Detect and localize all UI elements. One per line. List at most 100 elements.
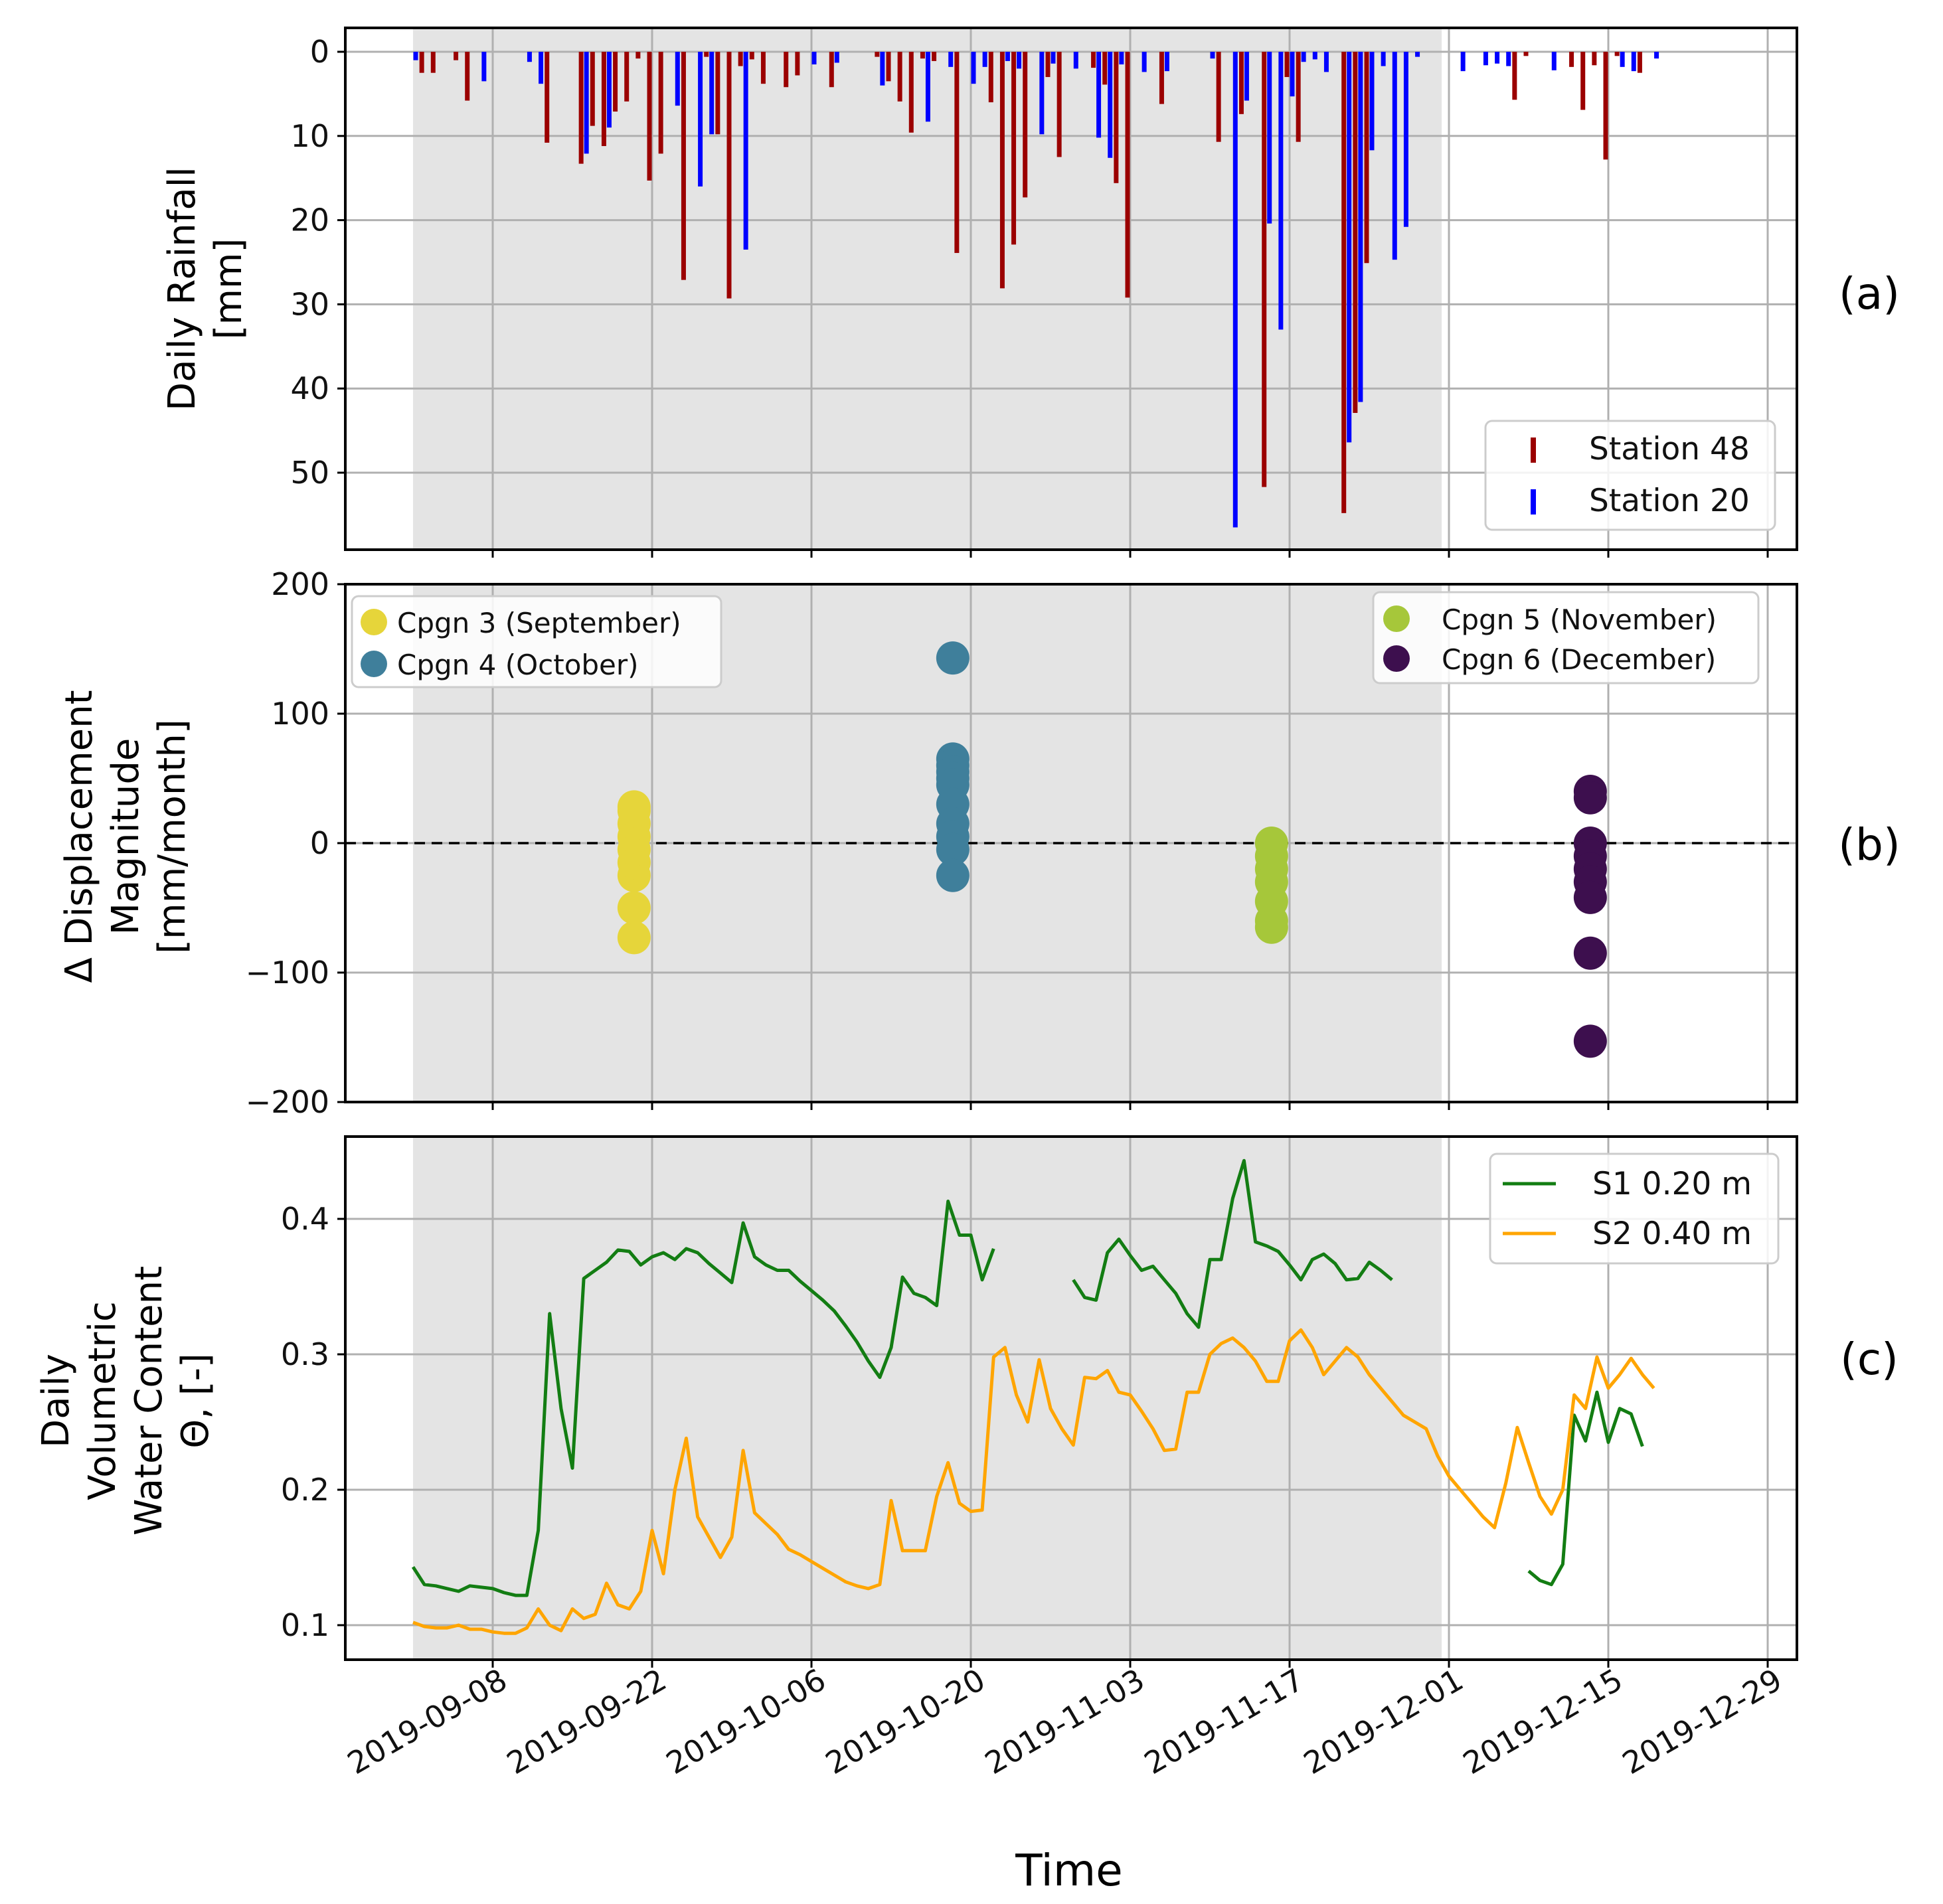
legend-swatch-station-20 (1531, 489, 1536, 515)
rain-bar-s20-16 (982, 52, 987, 67)
rain-bar-s20-41 (1403, 52, 1408, 227)
cpgn-3-point-1 (617, 891, 651, 925)
rain-bar-s20-49 (1631, 52, 1636, 72)
x-tick-labels: 2019-09-082019-09-222019-10-062019-10-20… (341, 1662, 1788, 1781)
y-tick-label-b-0: 200 (271, 566, 329, 602)
rain-bar-s20-29 (1244, 52, 1249, 101)
legend-marker-cpgn-6 (1383, 645, 1410, 672)
rain-bar-s20-21 (1073, 52, 1078, 69)
y-tick-label-a-4: 40 (290, 370, 329, 406)
rainfall-legend: Station 48 Station 20 (1484, 420, 1776, 531)
rain-bar-s20-4 (584, 52, 589, 154)
rain-bar-s20-37 (1358, 52, 1363, 402)
rain-bar-s20-33 (1301, 52, 1306, 62)
s1-series-line (411, 1158, 1644, 1597)
rain-bar-s20-24 (1119, 52, 1124, 65)
rain-bar-s48-43 (1262, 52, 1267, 487)
rain-bar-s48-44 (1284, 52, 1290, 78)
panel-tag-b: (b) (1838, 819, 1900, 870)
displacement-y-ticks: 200 100 0 −100 −200 (246, 566, 345, 1120)
legend-marker-cpgn-3 (361, 609, 387, 635)
water-content-legend-box (1489, 1152, 1780, 1265)
rain-bar-s20-38 (1369, 52, 1375, 151)
rain-bar-s48-38 (1114, 52, 1119, 183)
cpgn-6-point-6 (1573, 880, 1607, 914)
legend-label-s2: S2 0.40 m (1592, 1216, 1752, 1252)
rain-bar-s20-17 (1005, 52, 1010, 61)
legend-label-station-48: Station 48 (1589, 431, 1750, 467)
rain-bar-s48-22 (829, 52, 834, 88)
rain-bar-s20-48 (1620, 52, 1625, 67)
rain-bar-s48-39 (1125, 52, 1130, 298)
rain-bar-s48-32 (1011, 52, 1017, 245)
displacement-y-label-line2: Magnitude (104, 738, 147, 935)
rain-bar-s20-10 (811, 52, 817, 65)
rain-bar-s20-47 (1551, 52, 1557, 70)
legend-label-cpgn-5: Cpgn 5 (November) (1442, 603, 1717, 636)
rain-bar-s48-23 (875, 52, 880, 57)
y-tick-label-a-3: 30 (290, 286, 329, 322)
rain-bar-s48-34 (1045, 52, 1051, 78)
legend-marker-cpgn-4 (361, 651, 387, 677)
legend-label-cpgn-6: Cpgn 6 (December) (1442, 643, 1716, 676)
rain-bar-s48-56 (1637, 52, 1642, 73)
rain-bar-s48-18 (749, 52, 754, 60)
rainfall-y-ticks: 0 10 20 30 40 50 (290, 34, 345, 491)
rain-bar-s48-20 (784, 52, 789, 88)
y-tick-label-c-2: 0.2 (281, 1472, 329, 1508)
y-tick-label-a-0: 0 (310, 34, 329, 70)
rain-bar-s48-46 (1341, 52, 1347, 513)
rain-bar-s48-16 (726, 52, 732, 299)
rain-bar-s48-19 (760, 52, 766, 84)
rain-bar-s20-7 (698, 52, 703, 187)
cpgn-6-point-7 (1573, 936, 1607, 970)
y-tick-label-b-4: −200 (246, 1084, 329, 1120)
rainfall-y-label-line1: Daily Rainfall (161, 167, 204, 411)
rain-bar-s20-44 (1483, 52, 1488, 66)
rain-bar-s48-35 (1056, 52, 1062, 157)
rain-bar-s48-27 (920, 52, 925, 59)
cpgn-3-point-0 (617, 921, 651, 955)
rain-bar-s48-25 (897, 52, 902, 102)
water-content-lines (411, 1158, 1655, 1635)
water-content-x-tick-marks (491, 1660, 1769, 1668)
y-tick-label-c-1: 0.3 (281, 1336, 329, 1372)
rain-bar-s48-8 (613, 52, 618, 112)
rain-bar-s20-3 (539, 52, 544, 84)
legend-label-station-20: Station 20 (1589, 483, 1750, 519)
rain-bar-s20-30 (1267, 52, 1272, 224)
panel-tag-a: (a) (1839, 268, 1900, 319)
rain-bar-s20-9 (743, 52, 748, 250)
rain-bar-s48-15 (715, 52, 720, 135)
displacement-legend-left-box (351, 595, 722, 688)
displacement-x-tick-marks (491, 1102, 1769, 1110)
rain-bar-s48-10 (635, 52, 641, 59)
x-tick-label-8: 2019-12-29 (1616, 1662, 1788, 1781)
rain-bar-s48-26 (908, 52, 914, 133)
rainfall-bars (413, 52, 1659, 528)
y-tick-label-b-1: 100 (271, 696, 329, 732)
rain-bar-s20-6 (675, 52, 680, 106)
cpgn-6-point-1 (1573, 781, 1607, 815)
rain-bar-s48-47 (1353, 52, 1358, 413)
x-tick-label-5: 2019-11-17 (1138, 1662, 1310, 1781)
rain-bar-s48-4 (545, 52, 550, 143)
x-tick-label-3: 2019-10-20 (819, 1662, 991, 1781)
rain-bar-s20-35 (1323, 52, 1329, 72)
rain-bar-s20-22 (1096, 52, 1102, 138)
rain-bar-s20-15 (971, 52, 976, 84)
x-tick-label-1: 2019-09-22 (501, 1662, 673, 1781)
displacement-legend-left: Cpgn 3 (September) Cpgn 4 (October) (351, 595, 722, 688)
cpgn-3-point-8 (617, 790, 651, 824)
rain-bar-s20-12 (880, 52, 885, 86)
cpgn-5-point-6 (1254, 910, 1288, 944)
rain-bar-s48-28 (932, 52, 937, 61)
water-content-y-label-line2: Volumetric (81, 1301, 124, 1500)
rain-bar-s20-13 (925, 52, 930, 122)
rain-bar-s20-28 (1232, 52, 1238, 528)
y-tick-label-a-2: 20 (290, 202, 329, 238)
rain-bar-s48-48 (1364, 52, 1369, 264)
displacement-y-label-line1: Δ Displacement (58, 690, 101, 983)
rain-bar-s20-27 (1210, 52, 1215, 59)
